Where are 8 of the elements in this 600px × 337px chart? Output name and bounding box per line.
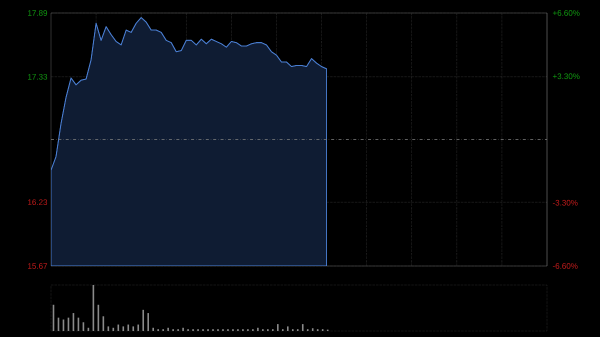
y2-tick-label: -3.30% bbox=[552, 200, 578, 206]
y2-tick-label: +3.30% bbox=[552, 73, 580, 80]
y2-tick-label: -6.60% bbox=[552, 263, 578, 269]
y-tick-label: 16.23 bbox=[28, 199, 48, 206]
y-tick-label: 15.67 bbox=[28, 263, 48, 269]
y2-tick-label: +6.60% bbox=[552, 10, 580, 16]
y-tick-label: 17.89 bbox=[28, 10, 48, 16]
y-tick-label: 17.33 bbox=[28, 74, 48, 80]
